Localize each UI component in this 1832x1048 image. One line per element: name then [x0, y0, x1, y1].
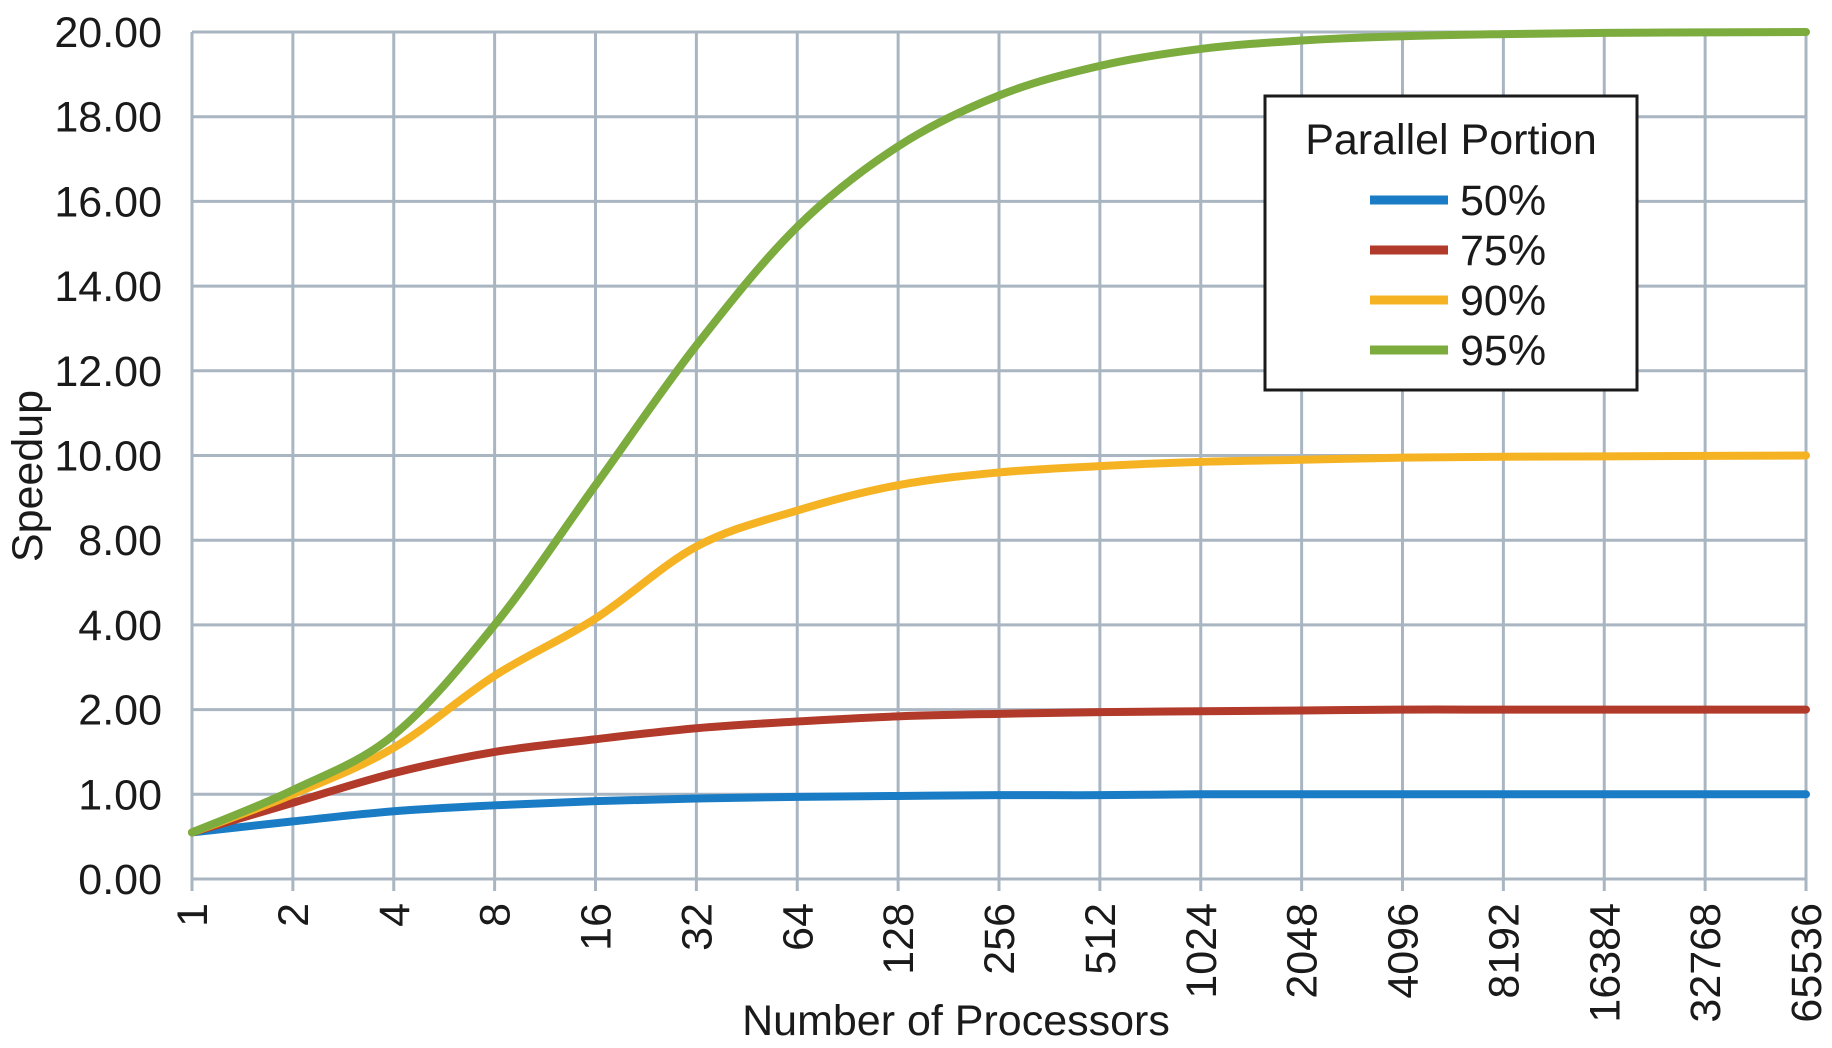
series-line-75pct [188, 705, 1810, 837]
chart-legend: Parallel Portion 50%75%90%95% [1263, 94, 1639, 392]
x-tick-label: 16 [573, 903, 621, 951]
x-axis-title: Number of Processors [742, 997, 1170, 1045]
y-tick-label: 20.00 [54, 9, 162, 57]
legend-title: Parallel Portion [1305, 116, 1597, 164]
x-tick-label: 4 [371, 903, 419, 927]
x-tick-label: 128 [875, 903, 923, 975]
y-tick-label: 10.00 [54, 433, 162, 481]
series-line-90pct [188, 451, 1810, 837]
legend-items: 50%75%90%95% [1370, 177, 1546, 375]
chart-series [188, 28, 1810, 837]
x-tick-label: 8 [472, 903, 520, 927]
y-axis-tick-labels: 0.00 1.00 2.00 4.00 8.00 10.00 12.00 14.00 16.00… [54, 9, 162, 904]
x-tick-label: 32768 [1682, 903, 1730, 1023]
x-tick-label: 2 [270, 903, 318, 927]
x-tick-label: 1 [169, 903, 217, 927]
legend-label: 95% [1460, 327, 1546, 375]
y-tick-label: 14.00 [54, 263, 162, 311]
legend-label: 75% [1460, 227, 1546, 275]
series-line-95pct [188, 28, 1810, 837]
x-axis-tick-labels: 1 2 4 8 16 32 64 128 256 512 1024 2048 4096 8192 16384… [169, 903, 1831, 1023]
x-tick-label: 8192 [1480, 903, 1528, 999]
y-tick-label: 4.00 [78, 602, 162, 650]
x-tick-label: 1024 [1178, 903, 1226, 999]
y-tick-label: 8.00 [78, 517, 162, 565]
series-line-50pct [188, 790, 1810, 837]
x-tick-label: 32 [673, 903, 721, 951]
y-tick-label: 16.00 [54, 178, 162, 226]
legend-box [1263, 94, 1639, 392]
x-tick-label: 16384 [1581, 903, 1629, 1023]
x-tick-label: 64 [774, 903, 822, 951]
x-tick-label: 65536 [1783, 903, 1831, 1023]
legend-label: 90% [1460, 277, 1546, 325]
y-tick-label: 2.00 [78, 687, 162, 735]
y-tick-label: 18.00 [54, 94, 162, 142]
y-axis-title: Speedup [4, 390, 52, 562]
x-tick-label: 4096 [1380, 903, 1428, 999]
y-tick-label: 12.00 [54, 348, 162, 396]
y-tick-label: 0.00 [78, 856, 162, 904]
x-tick-label: 512 [1077, 903, 1125, 975]
legend-label: 50% [1460, 177, 1546, 225]
y-tick-label: 1.00 [78, 771, 162, 819]
x-tick-label: 256 [976, 903, 1024, 975]
x-tick-label: 2048 [1279, 903, 1327, 999]
